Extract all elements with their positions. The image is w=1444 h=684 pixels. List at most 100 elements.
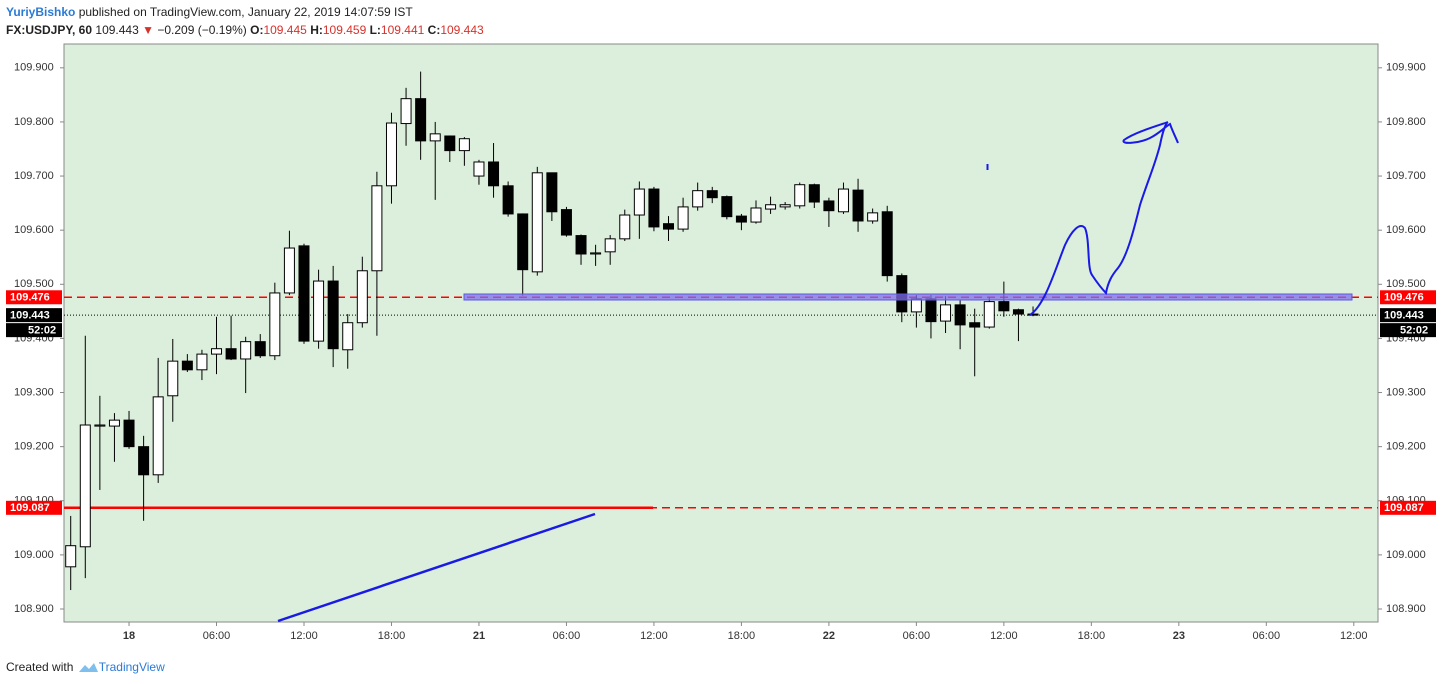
ohlc-value: 109.445 — [263, 23, 307, 37]
candle-body — [211, 348, 223, 355]
zone — [463, 293, 1353, 301]
ohlc-label: C: — [427, 23, 441, 37]
footer-text: Created with — [6, 660, 74, 674]
change: −0.209 (−0.19%) — [157, 23, 247, 37]
y2-tick-label: 109.200 — [1386, 441, 1426, 453]
candle-body — [502, 185, 514, 215]
plot-area — [63, 43, 1379, 623]
last: 109.443 — [95, 23, 139, 37]
candle-body — [167, 360, 179, 397]
candle-body — [1027, 313, 1039, 316]
candle-body — [488, 161, 500, 187]
footer: Created with TradingView — [6, 659, 165, 674]
logo — [78, 663, 98, 672]
y-tick-label: 109.300 — [14, 386, 54, 398]
brand: TradingView — [98, 660, 165, 674]
candle-body — [123, 419, 135, 448]
y2-tick-label: 109.900 — [1386, 62, 1426, 74]
candle-body — [444, 135, 456, 152]
candle-body — [342, 322, 354, 351]
candle-body — [327, 280, 339, 350]
level-label: 109.087 — [1384, 502, 1424, 514]
candle-body — [590, 252, 602, 255]
candle-body — [735, 215, 747, 223]
candle-body — [385, 122, 397, 187]
candle-body — [910, 298, 922, 313]
x-tick-label: 18 — [123, 630, 135, 642]
y2-tick-label: 109.000 — [1386, 549, 1426, 561]
ohlc-value: 109.441 — [380, 23, 425, 37]
candle-body — [619, 214, 631, 240]
candle-body — [867, 212, 879, 222]
candle-body — [575, 235, 587, 255]
candle-body — [998, 301, 1010, 312]
candle-body — [269, 292, 281, 357]
candle-body — [517, 213, 529, 271]
y2-tick-label: 109.600 — [1386, 224, 1426, 236]
candle-body — [473, 161, 485, 177]
candle-body — [254, 341, 266, 357]
candle-body — [808, 184, 820, 203]
y-tick-label: 108.900 — [14, 603, 54, 615]
symbol: FX:USDJPY, 60 — [6, 23, 93, 37]
level-label-box — [1380, 500, 1436, 515]
candle-body — [983, 301, 995, 328]
candle-body — [138, 446, 150, 476]
x-tick-label: 12:00 — [1340, 630, 1368, 642]
candle-body — [925, 298, 937, 323]
x-tick-label: 21 — [473, 630, 485, 642]
candle-body — [356, 270, 368, 324]
level-label-box — [1380, 290, 1436, 305]
y2-tick-label: 109.800 — [1386, 116, 1426, 128]
x-tick-label: 06:00 — [903, 630, 931, 642]
level-label: 109.443 — [1384, 310, 1424, 322]
x-tick-label: 22 — [823, 630, 835, 642]
level-label-box — [1380, 308, 1436, 323]
ohlc-label: H: — [310, 23, 323, 37]
y-tick-label: 109.700 — [14, 170, 54, 182]
y-tick-label: 109.000 — [14, 549, 54, 561]
y-tick-label: 109.800 — [14, 116, 54, 128]
candle-body — [706, 190, 718, 199]
publish-line: YuriyBishko published on TradingView.com… — [6, 5, 413, 19]
candle-body — [823, 200, 835, 212]
x-tick-label: 12:00 — [290, 630, 318, 642]
y-tick-label: 109.600 — [14, 224, 54, 236]
candle-body — [240, 341, 252, 360]
y2-tick-label: 109.500 — [1386, 278, 1426, 290]
candle-body — [1012, 309, 1024, 315]
candle-body — [677, 206, 689, 230]
ohlc-label: L: — [369, 23, 381, 37]
level-label: 109.476 — [1384, 292, 1424, 304]
y2-tick-label: 109.700 — [1386, 170, 1426, 182]
x-tick-label: 18:00 — [1078, 630, 1106, 642]
author: YuriyBishko — [6, 5, 76, 19]
candle-body — [79, 424, 91, 548]
candle-body — [94, 424, 106, 427]
candle-body — [852, 189, 864, 222]
candle-body — [954, 304, 966, 326]
x-tick-label: 18:00 — [378, 630, 406, 642]
level-label-box — [6, 500, 62, 515]
x-tick-label: 23 — [1173, 630, 1185, 642]
ohlc-value: 109.443 — [440, 23, 484, 37]
countdown-box — [6, 323, 62, 338]
level-label: 109.443 — [10, 310, 50, 322]
freehand — [1029, 121, 1179, 316]
level-label-box — [6, 308, 62, 323]
candle-body — [298, 245, 310, 342]
candle-body — [415, 98, 427, 142]
ohlc: O:109.445 H:109.459 L:109.441 C:109.443 — [250, 23, 484, 37]
candle-body — [458, 138, 470, 152]
candle-body — [604, 238, 616, 253]
candle-body — [108, 419, 120, 427]
candle-body — [152, 396, 164, 476]
x-tick-label: 18:00 — [728, 630, 756, 642]
candle-body — [663, 223, 675, 230]
candle-body — [750, 207, 762, 223]
candle-body — [65, 545, 77, 568]
y2-tick-label: 109.300 — [1386, 386, 1426, 398]
candle-body — [225, 348, 237, 360]
candle-body — [794, 184, 806, 207]
